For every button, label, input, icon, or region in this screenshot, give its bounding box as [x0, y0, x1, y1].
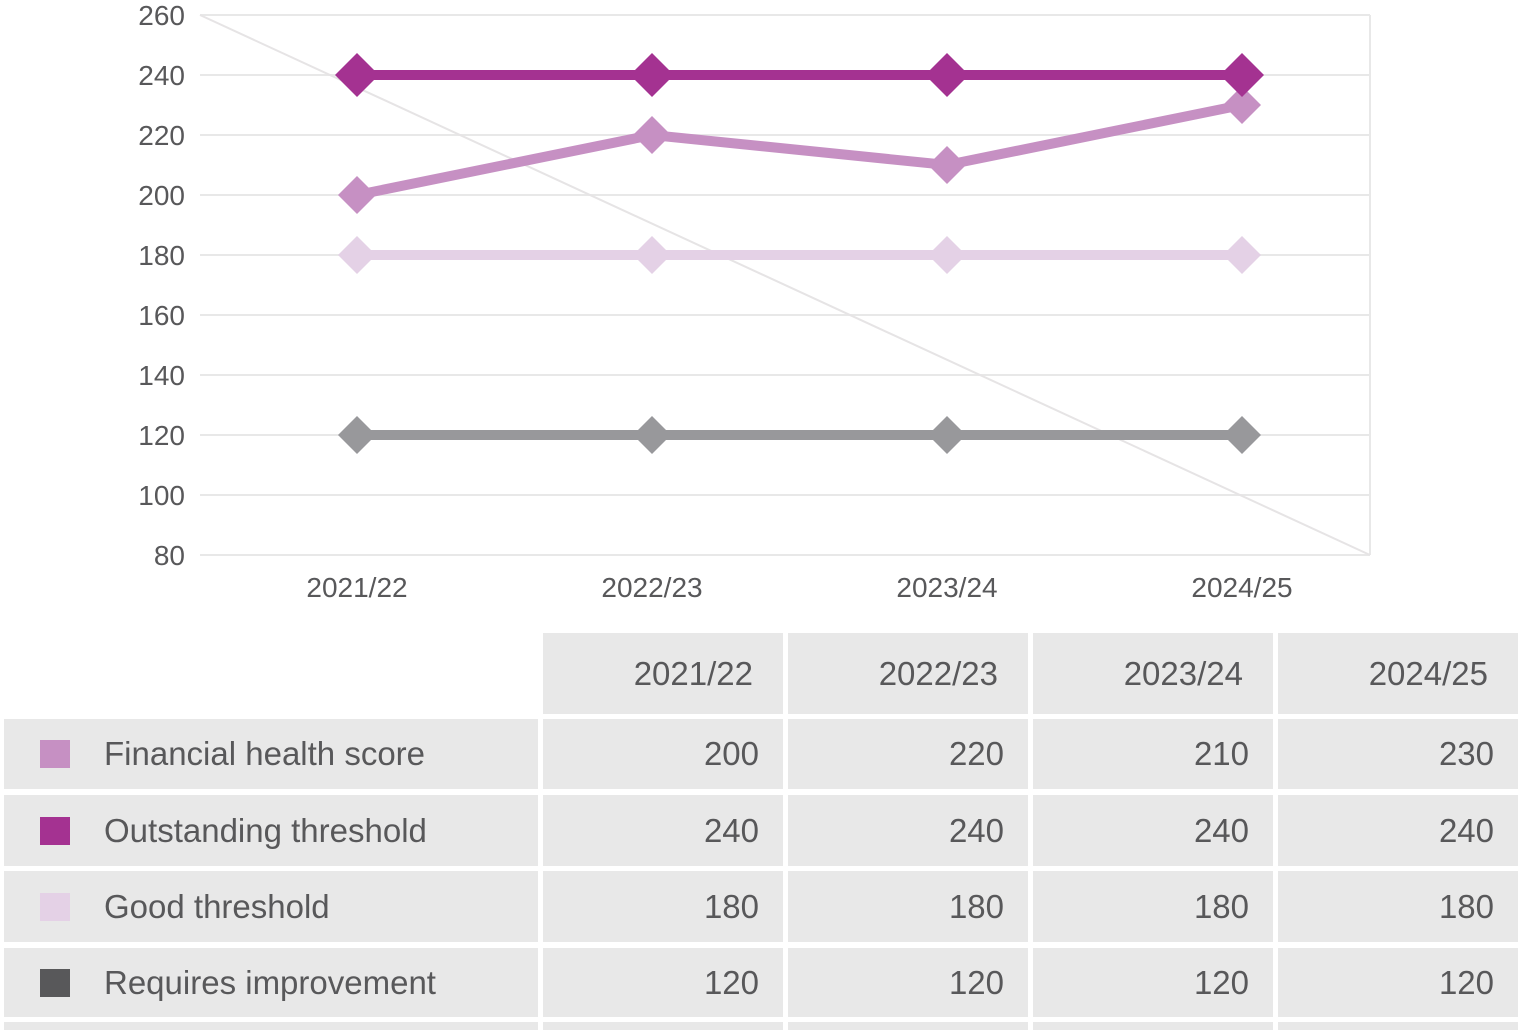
legend-swatch-requires-improvement — [40, 968, 70, 997]
table-cell: 220 — [788, 719, 1028, 789]
y-axis-tick-label: 100 — [138, 480, 185, 511]
legend-swatch-outstanding-threshold — [40, 816, 70, 845]
legend-cell — [4, 1022, 538, 1030]
table-cell: 240 — [1278, 795, 1518, 866]
legend-data-table: 2021/22 2022/23 2023/24 2024/25 Financial he… — [0, 633, 1521, 1033]
chart-canvas: 260 240 220 200 180 160 140 120 100 80 2021/22 2022… — [138, 0, 1371, 603]
line-chart: 260 240 220 200 180 160 140 120 100 80 2021/22 2022… — [138, 0, 1371, 603]
x-axis-tick-label: 2022/23 — [601, 572, 702, 603]
table-cell: 120 — [543, 948, 783, 1017]
table-cell: 230 — [1278, 719, 1518, 789]
table-header-cell: 2024/25 — [1278, 633, 1518, 714]
table-cell — [1278, 1022, 1518, 1030]
table-cell: 120 — [1033, 948, 1273, 1017]
table-cell — [788, 1022, 1028, 1030]
table-cell: 210 — [1033, 719, 1273, 789]
table-cell — [543, 1022, 783, 1030]
table-header-cell: 2023/24 — [1033, 633, 1273, 714]
diagonal-reference-line — [199, 14, 1371, 556]
series-line-financial-health-score — [356, 100, 1243, 200]
series-marker-good-threshold — [1223, 236, 1261, 274]
x-axis-tick-label: 2023/24 — [896, 572, 997, 603]
legend-swatch-good-threshold — [40, 892, 70, 921]
table-header-cell: 2022/23 — [788, 633, 1028, 714]
series-marker-outstanding-threshold — [1220, 53, 1264, 97]
series-marker-requires-improvement — [633, 416, 671, 454]
table-cell: 240 — [1033, 795, 1273, 866]
table-row: Financial health score 200 220 210 230 — [0, 719, 1521, 789]
series-marker-good-threshold — [928, 236, 966, 274]
table-cell: 180 — [788, 871, 1028, 942]
legend-swatch-financial-health-score — [40, 740, 70, 768]
series-marker-requires-improvement — [928, 416, 966, 454]
y-axis-tick-label: 240 — [138, 60, 185, 91]
y-axis-tick-label: 80 — [154, 540, 185, 571]
table-row: Requires improvement 120 120 120 120 — [0, 948, 1521, 1017]
series-marker-requires-improvement — [1223, 416, 1261, 454]
y-axis-tick-label: 160 — [138, 300, 185, 331]
legend-label: Outstanding threshold — [104, 811, 427, 849]
table-cell: 120 — [788, 948, 1028, 1017]
table-header-row: 2021/22 2022/23 2023/24 2024/25 — [0, 633, 1521, 714]
legend-cell: Requires improvement — [4, 948, 538, 1017]
x-axis-tick-label: 2024/25 — [1191, 572, 1292, 603]
table-cell: 180 — [1033, 871, 1273, 942]
table-row: Good threshold 180 180 180 180 — [0, 871, 1521, 942]
legend-cell: Outstanding threshold — [4, 795, 538, 866]
table-header-cell: 2021/22 — [543, 633, 783, 714]
x-axis-tick-label: 2021/22 — [306, 572, 407, 603]
series-requires-improvement — [338, 416, 1261, 454]
table-cell — [1033, 1022, 1273, 1030]
table-cell: 240 — [543, 795, 783, 866]
table-cell: 180 — [1278, 871, 1518, 942]
series-marker-outstanding-threshold — [335, 53, 379, 97]
table-row: Outstanding threshold 240 240 240 240 — [0, 795, 1521, 866]
table-cell: 180 — [543, 871, 783, 942]
y-axis-tick-label: 200 — [138, 180, 185, 211]
series-marker-requires-improvement — [338, 416, 376, 454]
series-marker-financial-health-score — [633, 116, 671, 154]
table-row-clipped — [0, 1022, 1521, 1030]
series-marker-outstanding-threshold — [630, 53, 674, 97]
table-cell: 200 — [543, 719, 783, 789]
y-axis-tick-label: 260 — [138, 0, 185, 31]
series-outstanding-threshold — [335, 53, 1264, 97]
series-marker-financial-health-score — [1223, 86, 1261, 124]
legend-label: Requires improvement — [104, 963, 436, 1001]
series-marker-outstanding-threshold — [925, 53, 969, 97]
series-good-threshold — [338, 236, 1261, 274]
series-financial-health-score — [338, 86, 1261, 214]
y-axis-tick-label: 180 — [138, 240, 185, 271]
series-marker-good-threshold — [338, 236, 376, 274]
series-marker-financial-health-score — [338, 176, 376, 214]
legend-cell: Good threshold — [4, 871, 538, 942]
legend-label: Good threshold — [104, 887, 330, 925]
series-marker-good-threshold — [633, 236, 671, 274]
legend-cell: Financial health score — [4, 719, 538, 789]
series-marker-financial-health-score — [928, 146, 966, 184]
table-cell: 240 — [788, 795, 1028, 866]
y-axis-tick-label: 220 — [138, 120, 185, 151]
table-cell: 120 — [1278, 948, 1518, 1017]
y-axis-tick-label: 120 — [138, 420, 185, 451]
y-axis-tick-label: 140 — [138, 360, 185, 391]
legend-label: Financial health score — [104, 735, 426, 772]
